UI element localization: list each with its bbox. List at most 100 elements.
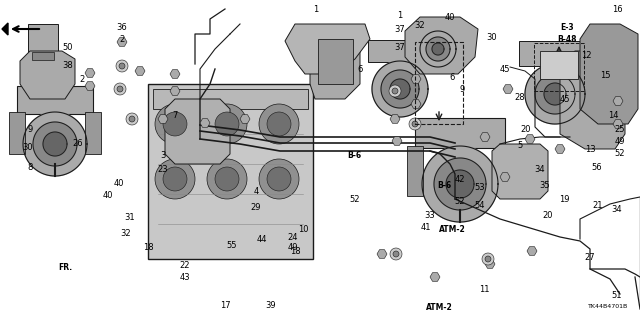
Polygon shape	[377, 250, 387, 258]
Bar	[32, 52, 54, 60]
Circle shape	[259, 159, 299, 199]
Circle shape	[163, 167, 187, 191]
Bar	[85, 112, 101, 154]
Text: 8: 8	[28, 164, 33, 173]
Text: 31: 31	[125, 213, 135, 222]
Text: 35: 35	[540, 181, 550, 189]
Text: 52: 52	[349, 196, 360, 204]
Text: 56: 56	[592, 164, 602, 173]
Polygon shape	[500, 173, 510, 181]
Polygon shape	[426, 37, 450, 61]
Text: B-6: B-6	[347, 151, 361, 160]
Polygon shape	[434, 158, 486, 210]
Text: 32: 32	[415, 20, 426, 29]
Polygon shape	[555, 145, 565, 153]
Text: 10: 10	[298, 226, 308, 234]
Text: 45: 45	[500, 65, 510, 75]
Polygon shape	[432, 43, 444, 55]
Text: 14: 14	[608, 110, 618, 120]
Text: 43: 43	[180, 272, 190, 281]
Text: 26: 26	[73, 138, 83, 147]
Text: TK44B4701B: TK44B4701B	[588, 305, 628, 309]
Polygon shape	[535, 74, 575, 114]
Text: 17: 17	[220, 300, 230, 309]
Polygon shape	[411, 75, 421, 83]
Circle shape	[393, 251, 399, 257]
Text: 53: 53	[475, 183, 485, 192]
Polygon shape	[135, 67, 145, 75]
Text: 52: 52	[615, 150, 625, 159]
Circle shape	[119, 63, 125, 69]
Polygon shape	[525, 135, 535, 143]
Polygon shape	[420, 31, 456, 67]
Text: 11: 11	[479, 286, 489, 294]
Circle shape	[155, 104, 195, 144]
Circle shape	[412, 121, 418, 127]
Text: 20: 20	[521, 125, 531, 135]
Polygon shape	[405, 17, 478, 74]
Text: 22: 22	[180, 261, 190, 270]
Circle shape	[114, 83, 126, 95]
Circle shape	[215, 167, 239, 191]
Text: 33: 33	[424, 211, 435, 219]
Text: E-3: E-3	[560, 23, 574, 32]
Text: 41: 41	[420, 224, 431, 233]
Text: 40: 40	[103, 190, 113, 199]
Text: 49: 49	[615, 137, 625, 146]
Text: 55: 55	[227, 241, 237, 249]
Text: 9: 9	[460, 85, 465, 94]
Text: 2: 2	[120, 35, 125, 44]
Polygon shape	[170, 70, 180, 78]
Polygon shape	[446, 170, 474, 198]
Circle shape	[409, 118, 421, 130]
Text: 40: 40	[114, 179, 124, 188]
Text: 23: 23	[157, 166, 168, 174]
Polygon shape	[165, 99, 230, 164]
Circle shape	[267, 112, 291, 136]
Text: 5: 5	[517, 140, 523, 150]
Text: 36: 36	[116, 23, 127, 32]
Polygon shape	[613, 120, 623, 128]
Text: ATM-2: ATM-2	[426, 302, 452, 311]
Text: 42: 42	[455, 175, 465, 184]
Text: 34: 34	[612, 205, 622, 214]
Text: 28: 28	[515, 93, 525, 101]
Polygon shape	[422, 146, 498, 222]
Text: 30: 30	[22, 144, 33, 152]
Text: 19: 19	[559, 196, 569, 204]
Polygon shape	[117, 38, 127, 46]
Text: 38: 38	[63, 61, 74, 70]
Bar	[415, 118, 505, 148]
Bar	[407, 146, 423, 196]
Bar	[534, 43, 584, 91]
Polygon shape	[390, 79, 410, 99]
Text: 13: 13	[585, 145, 595, 154]
Text: 29: 29	[251, 203, 261, 211]
Circle shape	[215, 112, 239, 136]
Text: 37: 37	[395, 43, 405, 53]
Polygon shape	[492, 144, 548, 199]
Polygon shape	[392, 137, 402, 145]
Text: 6: 6	[449, 72, 454, 81]
Polygon shape	[560, 51, 625, 149]
Bar	[9, 112, 25, 154]
Circle shape	[126, 113, 138, 125]
Text: 44: 44	[257, 235, 268, 244]
Circle shape	[207, 159, 247, 199]
Circle shape	[117, 86, 123, 92]
Polygon shape	[480, 133, 490, 141]
Polygon shape	[430, 273, 440, 281]
Bar	[148, 84, 313, 259]
Text: 4: 4	[253, 188, 259, 197]
Text: 51: 51	[612, 291, 622, 300]
Text: 12: 12	[580, 50, 591, 60]
Polygon shape	[390, 115, 400, 123]
Polygon shape	[2, 23, 8, 35]
Circle shape	[129, 116, 135, 122]
Bar	[497, 146, 513, 196]
Text: 49: 49	[288, 243, 298, 253]
Bar	[153, 89, 308, 109]
Text: 3: 3	[160, 151, 166, 160]
Text: 20: 20	[543, 211, 553, 219]
Text: 18: 18	[143, 243, 154, 253]
